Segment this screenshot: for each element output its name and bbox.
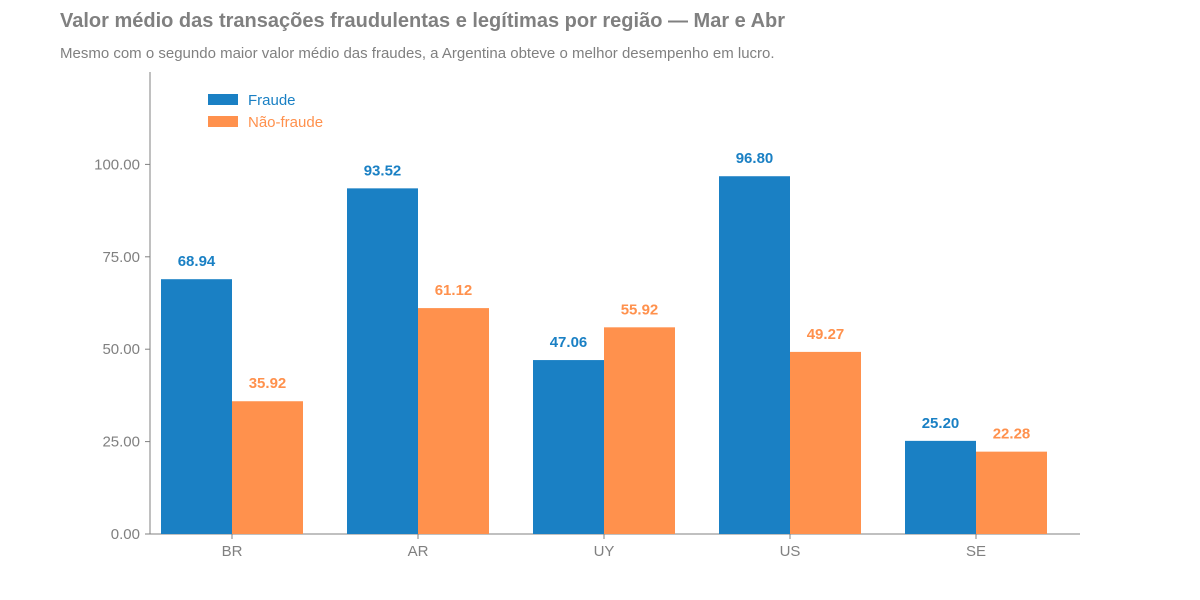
y-tick-label: 25.00 [102,434,140,451]
y-tick-label: 50.00 [102,341,140,358]
data-label-fraude: 68.94 [178,253,216,270]
x-tick-label: SE [966,543,986,560]
chart-legend: Fraude Não-fraude [208,92,323,131]
x-tick-label: UY [594,543,615,560]
bar-nao-fraude [790,351,861,534]
y-tick-label: 100.00 [94,156,140,173]
bar-fraude [161,279,232,534]
chart-data-labels: 68.94 35.92 93.52 61.12 47.06 55.92 96.80 49.27… [178,150,1031,442]
bar-nao-fraude [604,327,675,534]
legend-label-nao-fraude: Não-fraude [248,114,323,131]
bar-fraude [719,176,790,534]
data-label-nao-fraude: 35.92 [249,375,287,392]
legend-swatch-nao-fraude [208,116,238,127]
legend-label-fraude: Fraude [248,92,296,109]
data-label-fraude: 93.52 [364,162,402,179]
y-tick-label: 75.00 [102,249,140,266]
data-label-fraude: 25.20 [922,415,960,432]
data-label-nao-fraude: 22.28 [993,426,1031,443]
x-tick-label: AR [408,543,429,560]
bar-nao-fraude [418,308,489,534]
chart-title: Valor médio das transações fraudulentas … [60,10,786,32]
chart-bars [161,176,1047,534]
data-label-fraude: 47.06 [550,334,588,351]
data-label-fraude: 96.80 [736,150,774,167]
data-label-nao-fraude: 55.92 [621,301,659,318]
data-label-nao-fraude: 49.27 [807,326,845,343]
bar-nao-fraude [232,401,303,534]
bar-fraude [533,360,604,534]
bar-fraude [347,188,418,534]
data-label-nao-fraude: 61.12 [435,282,473,299]
x-tick-label: US [780,543,801,560]
legend-swatch-fraude [208,94,238,105]
y-tick-label: 0.00 [111,526,140,543]
bar-nao-fraude [976,451,1047,534]
chart-subtitle: Mesmo com o segundo maior valor médio da… [60,45,775,62]
x-tick-label: BR [222,543,243,560]
bar-fraude [905,440,976,534]
